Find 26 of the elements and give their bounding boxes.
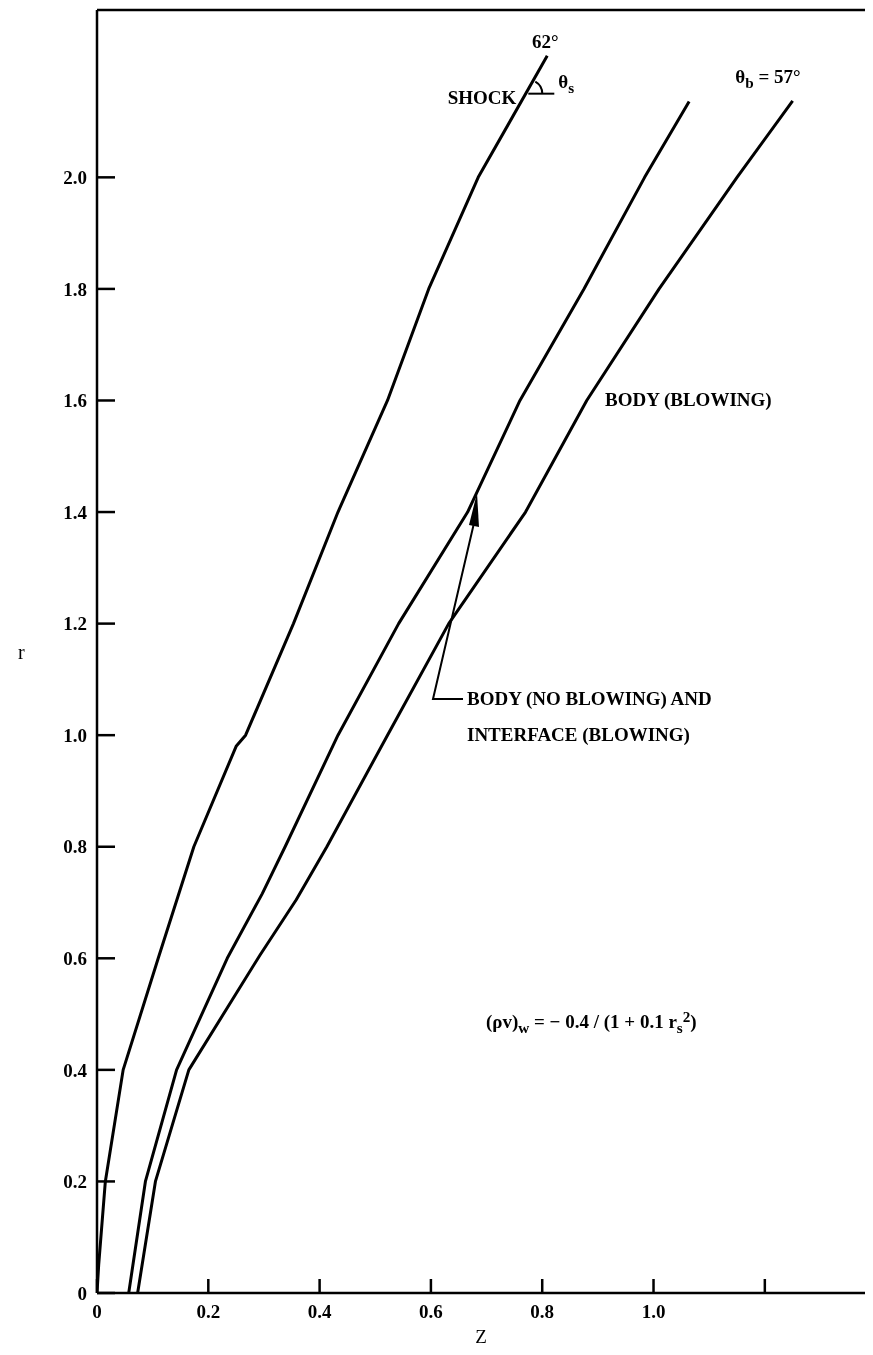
y-axis-title: r (18, 640, 25, 663)
y-tick-label: 2.0 (63, 167, 87, 189)
x-axis-title: Z (475, 1326, 487, 1347)
annotation: BODY (NO BLOWING) AND INTERFACE (BLOWING) (467, 688, 712, 746)
annotation: 62° (531, 30, 559, 52)
y-tick-label: 0.4 (63, 1059, 88, 1081)
y-tick-label: 1.0 (63, 724, 87, 746)
x-tick-label: 0.2 (196, 1301, 221, 1323)
annotation: θ$_{s}$ (558, 70, 575, 96)
annotation: SHOCK (447, 86, 517, 108)
y-tick-label: 0 (77, 1282, 87, 1304)
x-tick-label: 0.4 (307, 1301, 332, 1323)
annotation: θ$_{b}$ = 57° (735, 65, 801, 91)
y-tick-label: 0.6 (63, 948, 87, 970)
y-tick-label: 1.8 (63, 278, 87, 300)
y-tick-label: 1.2 (63, 613, 87, 635)
x-tick-label: 0.6 (419, 1301, 443, 1323)
y-tick-label: 1.4 (63, 501, 88, 523)
x-tick-label: 0.8 (530, 1301, 555, 1323)
x-tick-label: 1.0 (641, 1301, 666, 1323)
annotation: (ρv)$_{w}$ = − 0.4 / (1 + 0.1 r$_{s}$$^{2}$) (486, 1008, 697, 1036)
y-tick-label: 0.2 (63, 1171, 87, 1193)
y-tick-label: 1.6 (63, 390, 87, 412)
annotation: BODY (BLOWING) (605, 389, 772, 411)
x-tick-label: 0 (92, 1301, 102, 1323)
y-tick-label: 0.8 (63, 836, 87, 858)
